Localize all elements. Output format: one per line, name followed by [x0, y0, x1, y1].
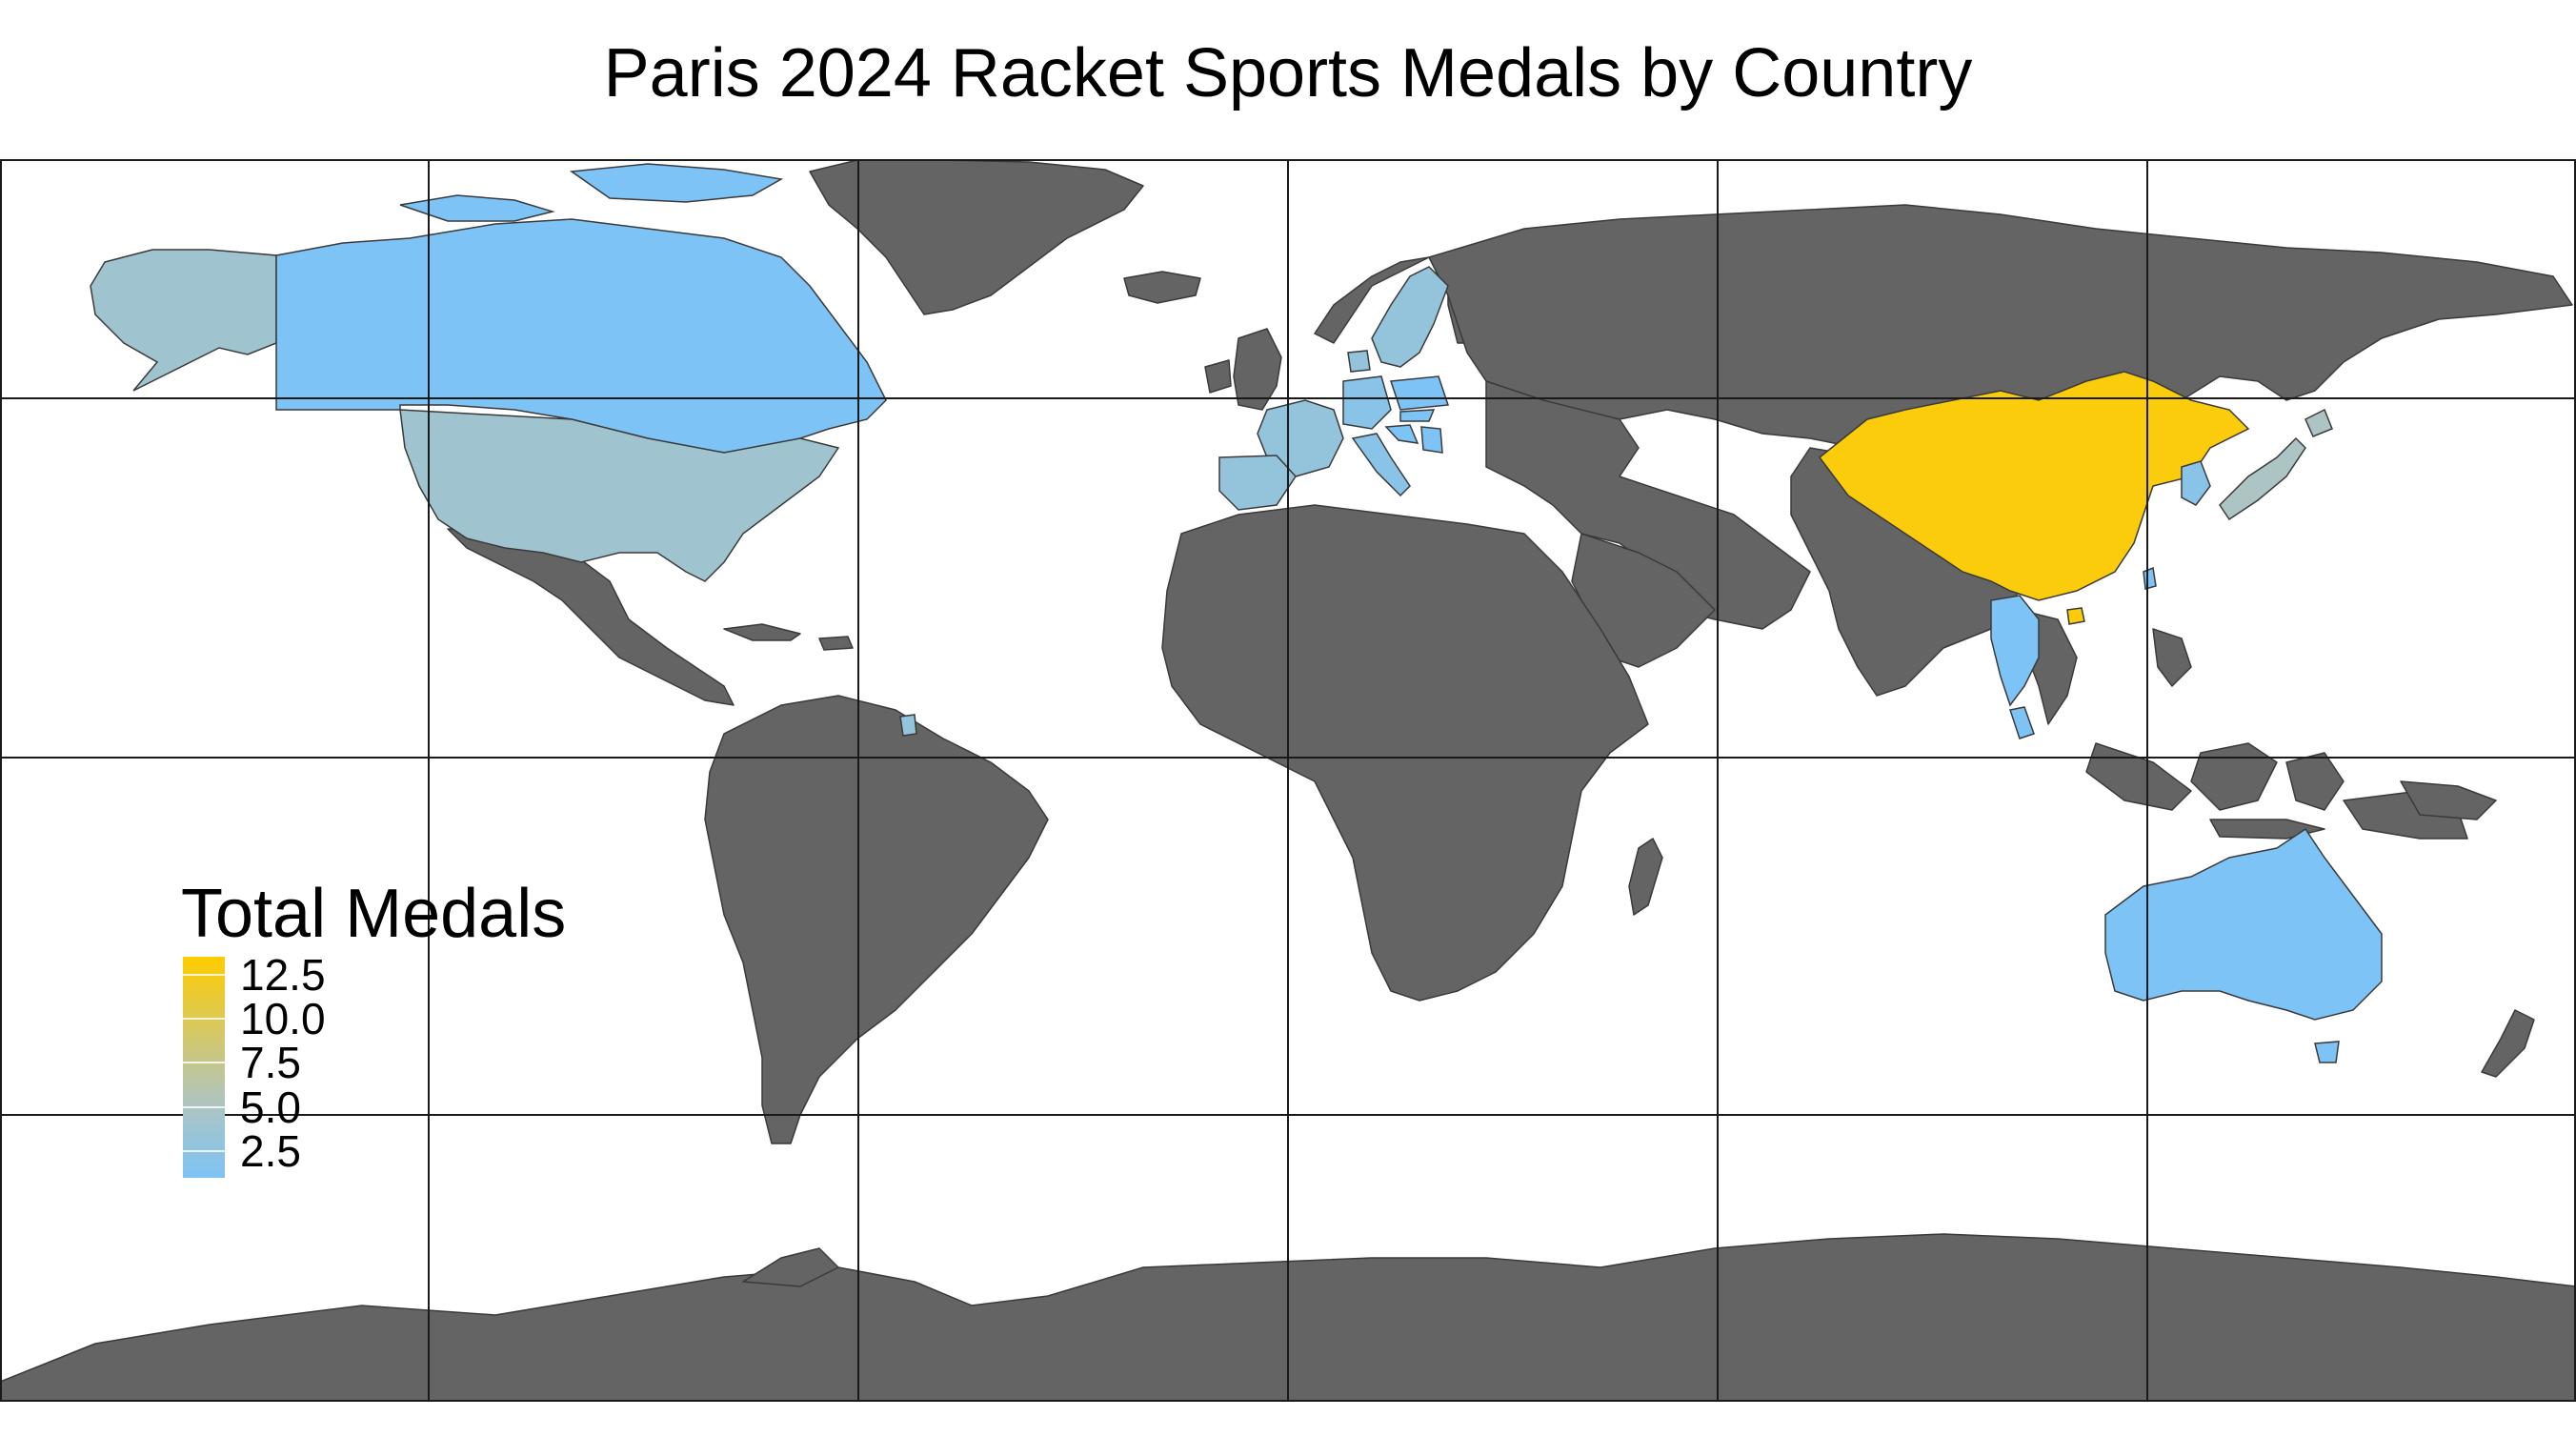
region-spain: [1218, 455, 1297, 511]
region-usa-alaska: [90, 249, 277, 392]
region-croatia: [1384, 424, 1419, 444]
legend-tick-mark: [183, 1062, 225, 1064]
legend-tick-label: 2.5: [240, 1126, 301, 1177]
legend-tick-label: 5.0: [240, 1082, 301, 1132]
region-australia-tasmania: [2314, 1041, 2340, 1063]
region-thailand: [1990, 595, 2040, 707]
region-italy: [1351, 433, 1411, 497]
region-malaysia: [2009, 706, 2035, 739]
region-sweden: [1371, 266, 1449, 368]
legend-tick-mark: [183, 973, 225, 976]
legend-tick-label: 7.5: [240, 1038, 301, 1088]
region-japan: [2219, 436, 2306, 521]
region-slovakia: [1399, 409, 1436, 422]
region-canada: [275, 218, 887, 454]
legend-tick-label: 12.5: [240, 949, 326, 1000]
region-denmark: [1347, 350, 1371, 373]
region-south-korea: [2181, 460, 2211, 506]
legend-tick-label: 10.0: [240, 993, 326, 1043]
region-poland: [1389, 375, 1450, 411]
region-japan-hokkaido: [2304, 408, 2333, 437]
legend-tick-mark: [183, 1017, 225, 1020]
region-french-guiana: [899, 714, 917, 737]
region-canada-islands: [399, 194, 555, 222]
region-germany: [1342, 375, 1392, 430]
region-chinese-taipei: [2143, 566, 2157, 590]
legend-color-bar: [183, 957, 225, 1178]
region-china: [1818, 371, 2250, 601]
legend-tick-mark: [183, 1105, 225, 1108]
region-usa: [399, 409, 840, 582]
no-data-land: [0, 159, 2576, 1402]
graticule: [0, 159, 2576, 1402]
region-australia: [2104, 827, 2383, 1021]
region-serbia: [1420, 426, 1443, 454]
region-china-hainan: [2066, 607, 2085, 625]
region-canada-islands-2: [569, 163, 784, 203]
map-title: Paris 2024 Racket Sports Medals by Count…: [603, 35, 1973, 111]
legend-title: Total Medals: [181, 876, 567, 952]
legend-tick-mark: [183, 1150, 225, 1153]
